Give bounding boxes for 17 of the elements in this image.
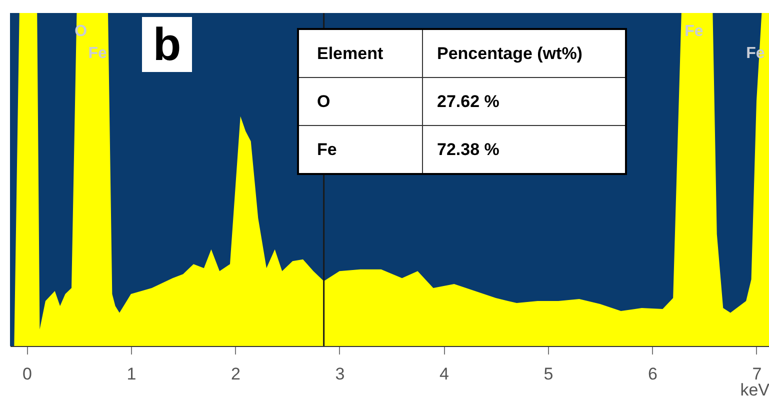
x-tick-label: 3 — [335, 364, 345, 384]
annotation: Element — [298, 29, 422, 78]
annotation: O — [298, 78, 422, 126]
annotation: 72.38 % — [422, 126, 626, 174]
annotation: 27.62 % — [422, 78, 626, 126]
x-tick-label: 2 — [230, 364, 240, 384]
annotation: Fe — [684, 23, 704, 40]
x-tick-label: 0 — [22, 364, 32, 384]
x-tick-label: 4 — [439, 364, 449, 384]
letter-card: b — [142, 17, 192, 72]
x-tick-label: 7 — [752, 364, 762, 384]
x-tick-label: 5 — [544, 364, 554, 384]
x-tick-label: 6 — [648, 364, 658, 384]
annotation: Fe — [298, 126, 422, 174]
annotation: Fe — [88, 45, 108, 62]
x-tick-label: 1 — [126, 364, 136, 384]
annotation: Pencentage (wt%) — [422, 29, 626, 78]
